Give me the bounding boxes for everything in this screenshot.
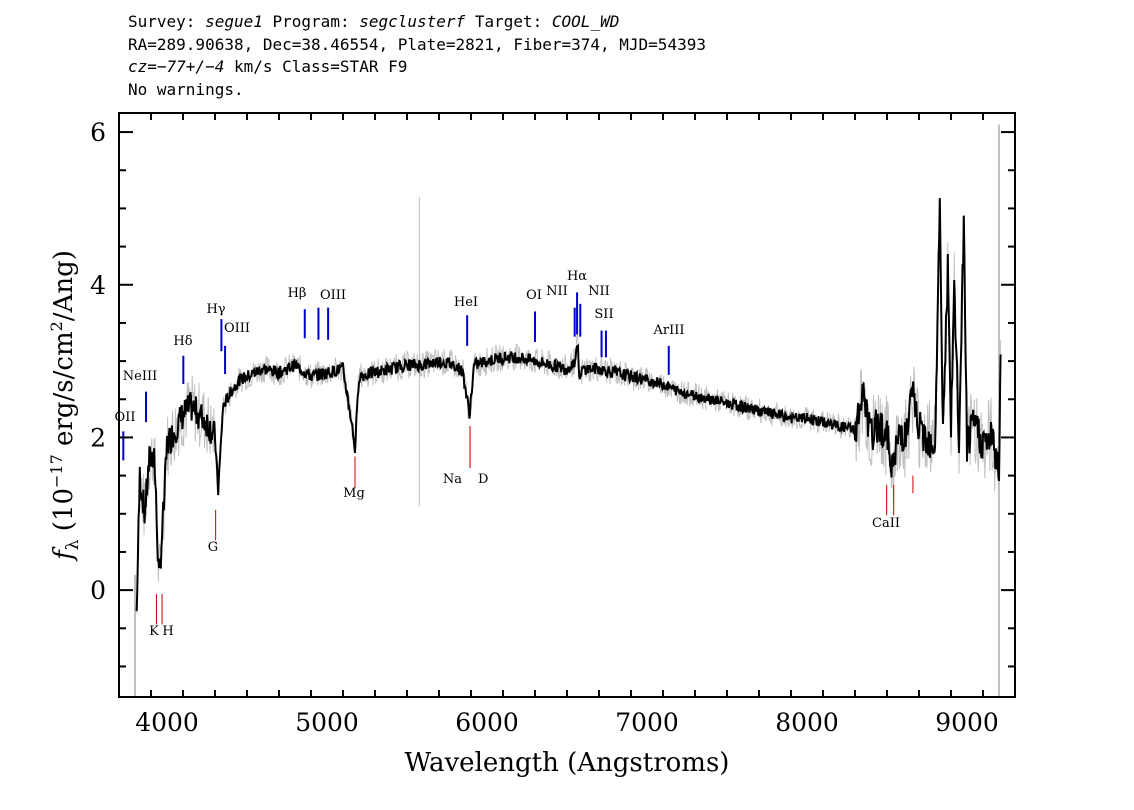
x-axis-title: Wavelength (Angstroms)	[405, 748, 730, 778]
line-label-caii: CaII	[872, 516, 900, 531]
y-tick-label: 0	[90, 576, 106, 605]
survey-label: Survey:	[128, 12, 196, 31]
program-label: Program:	[272, 12, 350, 31]
line-label-g: G	[208, 540, 218, 555]
spectrum-header: Survey: segue1 Program: segclusterf Targ…	[128, 11, 706, 101]
y-tick-label: 4	[90, 271, 106, 300]
line-label-sii: SII	[594, 307, 613, 322]
line-label-d: D	[478, 472, 488, 487]
tick-labels: 4000 5000 6000 7000 8000 9000 0 2 4 6	[90, 118, 999, 737]
line-label-oiii: OIII	[224, 321, 250, 336]
target-value: COOL_WD	[551, 12, 620, 31]
header-line-1: Survey: segue1 Program: segclusterf Targ…	[128, 11, 706, 34]
line-label-nii: NII	[546, 284, 568, 299]
x-tick-label: 5000	[295, 708, 359, 737]
line-label-oiii: OIII	[320, 288, 346, 303]
line-label-ariii: ArIII	[652, 323, 684, 338]
line-label-na: Na	[443, 472, 462, 487]
x-tick-label: 6000	[455, 708, 519, 737]
line-label-k: K	[149, 624, 159, 639]
tick-marks	[118, 113, 1016, 697]
line-label-hδ: Hδ	[173, 334, 192, 349]
x-tick-label: 8000	[775, 708, 839, 737]
line-label-h: H	[162, 624, 173, 639]
x-tick-label: 7000	[615, 708, 679, 737]
y-tick-label: 6	[90, 118, 106, 147]
line-label-mg: Mg	[343, 486, 365, 501]
redshift-value: cz=−77+/−4	[128, 57, 225, 76]
y-axis-title: fλ (10−17 erg/s/cm2/Ang)	[47, 250, 83, 562]
line-label-hα: Hα	[567, 269, 587, 284]
x-tick-label: 9000	[935, 708, 999, 737]
line-label-oi: OI	[526, 288, 542, 303]
header-line-2: RA=289.90638, Dec=38.46554, Plate=2821, …	[128, 34, 706, 54]
plot-frame	[118, 112, 1016, 698]
class-value: km/s Class=STAR F9	[224, 57, 408, 76]
y-tick-label: 2	[90, 423, 106, 452]
line-label-hβ: Hβ	[288, 286, 307, 301]
line-label-hei: HeI	[454, 295, 478, 310]
x-tick-label: 4000	[135, 708, 199, 737]
survey-value: segue1	[205, 12, 263, 31]
program-value: segclusterf	[359, 12, 466, 31]
line-label-oii: OII	[115, 410, 136, 425]
header-line-3: cz=−77+/−4 km/s Class=STAR F9	[128, 56, 706, 79]
line-label-neiii: NeIII	[123, 369, 157, 384]
target-label: Target:	[474, 12, 543, 31]
spectrum-model-line	[135, 198, 1002, 612]
line-label-hγ: Hγ	[206, 302, 225, 317]
line-label-nii: NII	[588, 284, 610, 299]
header-line-4: No warnings.	[128, 79, 244, 99]
